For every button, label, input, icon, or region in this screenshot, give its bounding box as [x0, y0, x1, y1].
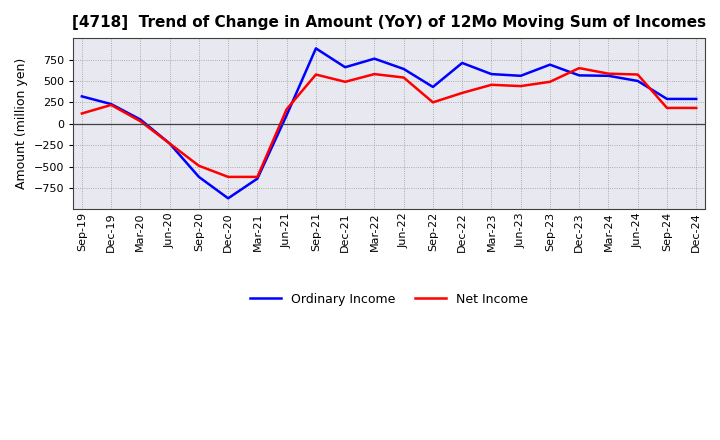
- Ordinary Income: [458, 60, 467, 66]
- Net Income: [575, 66, 583, 71]
- Line: Ordinary Income: Ordinary Income: [82, 48, 696, 198]
- Ordinary Income: [166, 141, 174, 146]
- Net Income: [107, 102, 115, 107]
- Ordinary Income: [692, 96, 701, 102]
- Net Income: [312, 72, 320, 77]
- Net Income: [194, 163, 203, 169]
- Net Income: [136, 118, 145, 124]
- Net Income: [546, 79, 554, 84]
- Net Income: [604, 71, 613, 76]
- Ordinary Income: [604, 73, 613, 78]
- Net Income: [487, 82, 496, 88]
- Ordinary Income: [487, 71, 496, 77]
- Ordinary Income: [282, 113, 291, 118]
- Ordinary Income: [312, 46, 320, 51]
- Ordinary Income: [194, 174, 203, 180]
- Ordinary Income: [516, 73, 525, 78]
- Ordinary Income: [370, 56, 379, 61]
- Ordinary Income: [634, 78, 642, 84]
- Ordinary Income: [107, 102, 115, 107]
- Ordinary Income: [224, 196, 233, 201]
- Net Income: [400, 75, 408, 80]
- Net Income: [458, 90, 467, 95]
- Ordinary Income: [662, 96, 671, 102]
- Ordinary Income: [575, 73, 583, 78]
- Legend: Ordinary Income, Net Income: Ordinary Income, Net Income: [246, 288, 533, 311]
- Net Income: [428, 100, 437, 105]
- Net Income: [282, 106, 291, 112]
- Ordinary Income: [78, 94, 86, 99]
- Ordinary Income: [253, 176, 261, 181]
- Net Income: [253, 174, 261, 180]
- Net Income: [341, 79, 349, 84]
- Net Income: [516, 84, 525, 89]
- Net Income: [224, 174, 233, 180]
- Ordinary Income: [341, 65, 349, 70]
- Title: [4718]  Trend of Change in Amount (YoY) of 12Mo Moving Sum of Incomes: [4718] Trend of Change in Amount (YoY) o…: [72, 15, 706, 30]
- Ordinary Income: [546, 62, 554, 67]
- Net Income: [78, 111, 86, 116]
- Ordinary Income: [136, 117, 145, 122]
- Net Income: [166, 141, 174, 146]
- Ordinary Income: [428, 84, 437, 90]
- Net Income: [370, 71, 379, 77]
- Line: Net Income: Net Income: [82, 68, 696, 177]
- Net Income: [662, 105, 671, 110]
- Y-axis label: Amount (million yen): Amount (million yen): [15, 58, 28, 189]
- Net Income: [634, 72, 642, 77]
- Ordinary Income: [400, 66, 408, 72]
- Net Income: [692, 105, 701, 110]
